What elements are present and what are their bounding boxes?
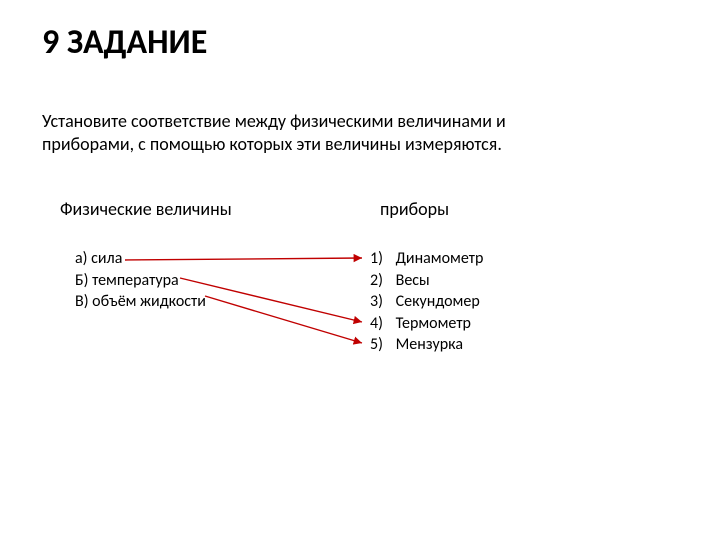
left-item-b: Б) температура — [75, 270, 206, 292]
right-item-3: 3) Секундомер — [370, 291, 483, 313]
arrow-line — [205, 296, 362, 343]
left-list: а) сила Б) температура В) объём жидкости — [75, 248, 206, 313]
right-item-2: 2) Весы — [370, 270, 483, 292]
right-item-1-num: 1) — [370, 248, 392, 270]
task-title: 9 ЗАДАНИЕ — [42, 22, 207, 63]
right-column-header: приборы — [380, 198, 449, 220]
right-item-5-num: 5) — [370, 334, 392, 356]
right-item-5: 5) Мензурка — [370, 334, 483, 356]
right-item-4: 4) Термометр — [370, 313, 483, 335]
right-item-5-label: Мензурка — [396, 335, 463, 354]
right-list: 1) Динамометр 2) Весы 3) Секундомер 4) Т… — [370, 248, 483, 356]
right-item-4-label: Термометр — [396, 314, 471, 333]
left-column-header: Физические величины — [60, 198, 232, 220]
right-item-3-num: 3) — [370, 291, 392, 313]
task-prompt: Установите соответствие между физическим… — [42, 110, 506, 157]
right-item-2-num: 2) — [370, 270, 392, 292]
right-item-4-num: 4) — [370, 313, 392, 335]
right-item-1-label: Динамометр — [396, 249, 484, 268]
right-item-1: 1) Динамометр — [370, 248, 483, 270]
left-item-a: а) сила — [75, 248, 206, 270]
prompt-line-2: приборами, с помощью которых эти величин… — [42, 133, 502, 155]
arrow-line — [180, 278, 362, 322]
prompt-line-1: Установите соответствие между физическим… — [42, 110, 506, 132]
right-item-3-label: Секундомер — [396, 292, 480, 311]
right-item-2-label: Весы — [396, 271, 430, 290]
left-item-c: В) объём жидкости — [75, 291, 206, 313]
